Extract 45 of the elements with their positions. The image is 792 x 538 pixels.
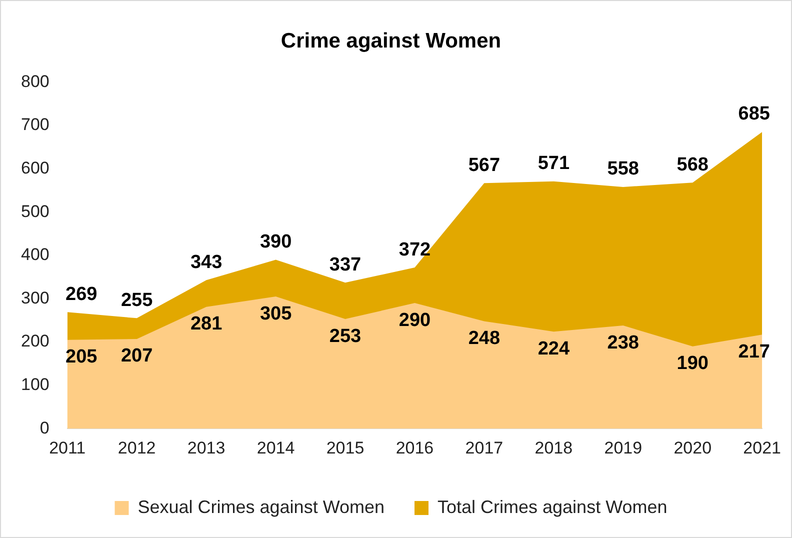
- x-tick-label: 2016: [396, 438, 434, 458]
- x-tick-label: 2011: [49, 438, 86, 458]
- x-tick-label: 2021: [743, 438, 782, 458]
- y-tick-label: 0: [40, 418, 50, 438]
- data-label: 558: [607, 158, 639, 180]
- x-tick-label: 2012: [118, 438, 156, 458]
- data-label: 281: [190, 314, 223, 335]
- data-label: 269: [66, 284, 98, 305]
- data-label: 337: [329, 254, 362, 276]
- data-label: 217: [738, 341, 770, 362]
- data-label: 205: [66, 346, 98, 368]
- x-tick-label: 2014: [256, 438, 295, 458]
- y-tick-label: 600: [20, 158, 50, 178]
- data-label: 685: [738, 104, 770, 125]
- y-tick-label: 100: [20, 374, 50, 394]
- data-label: 190: [676, 353, 708, 374]
- data-label: 390: [260, 231, 292, 252]
- chart-title: Crime against Women: [280, 29, 502, 52]
- data-label: 255: [120, 290, 154, 311]
- data-label: 372: [398, 239, 431, 260]
- x-tick-label: 2020: [674, 438, 712, 458]
- data-label: 343: [190, 252, 222, 273]
- y-tick-label: 300: [20, 288, 50, 308]
- data-label: 567: [468, 154, 500, 176]
- data-label: 571: [538, 153, 570, 174]
- data-label: 248: [468, 328, 500, 349]
- data-label: 238: [607, 332, 639, 354]
- x-tick-label: 2015: [326, 438, 364, 458]
- x-tick-label: 2017: [465, 438, 504, 458]
- y-tick-label: 800: [20, 72, 50, 91]
- data-label: 207: [120, 346, 153, 367]
- data-label: 305: [260, 303, 292, 324]
- data-label: 253: [329, 326, 362, 347]
- y-tick-label: 700: [20, 115, 50, 134]
- y-tick-label: 500: [20, 202, 50, 221]
- data-label: 224: [538, 338, 570, 360]
- legend-label: Total Crimes against Women: [438, 496, 668, 517]
- y-tick-label: 200: [20, 332, 50, 351]
- x-tick-label: 2013: [187, 438, 226, 458]
- legend-label: Sexual Crimes against Women: [138, 496, 385, 517]
- x-tick-label: 2018: [534, 438, 573, 458]
- data-label: 290: [398, 310, 431, 331]
- y-tick-label: 400: [20, 245, 50, 264]
- x-tick-label: 2019: [604, 438, 642, 458]
- data-label: 568: [676, 154, 708, 176]
